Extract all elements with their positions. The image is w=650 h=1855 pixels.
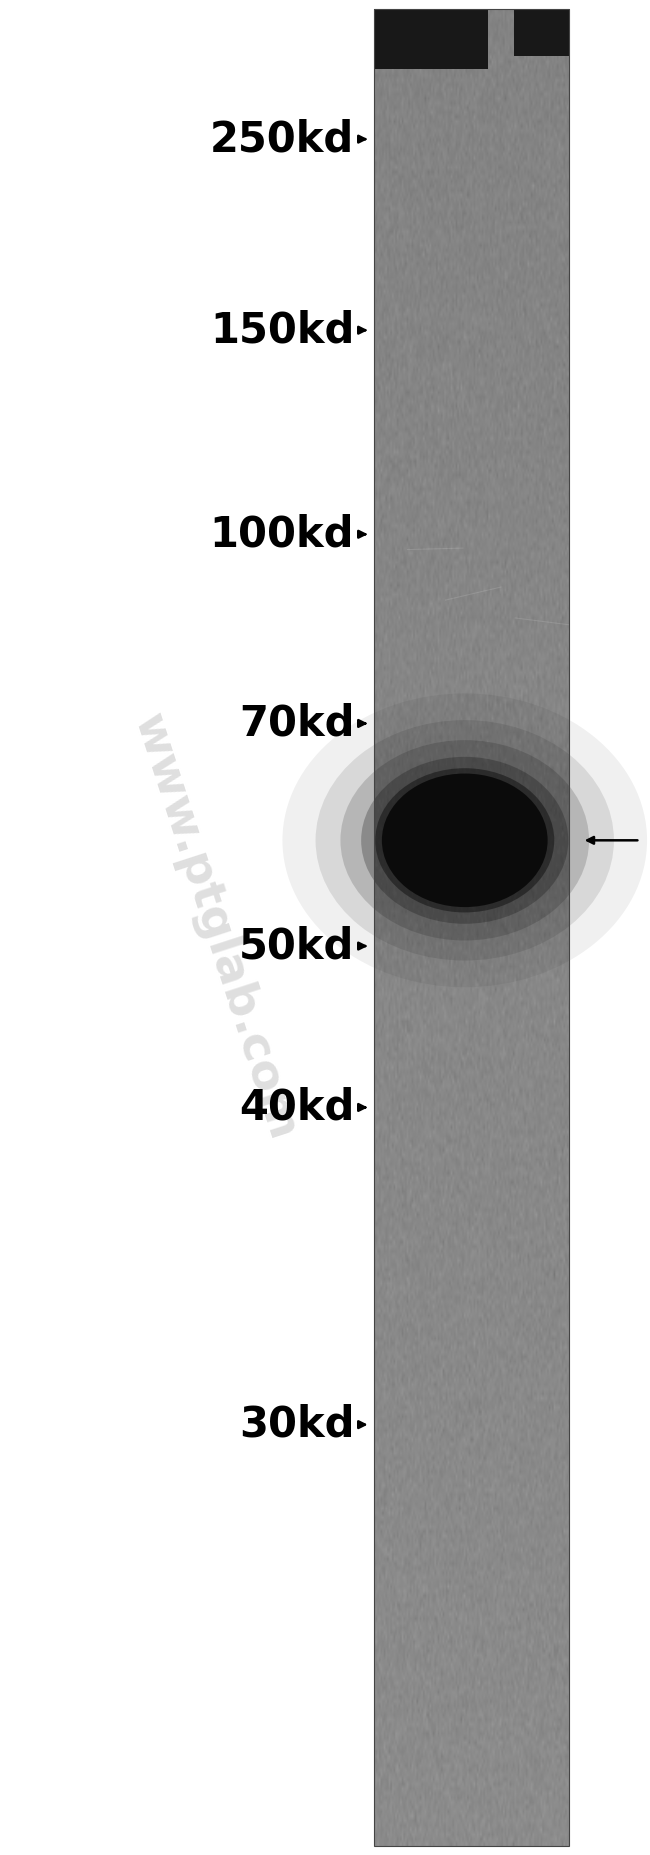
Text: www.ptglab.com: www.ptglab.com xyxy=(124,709,305,1146)
Text: 40kd: 40kd xyxy=(239,1087,354,1128)
Ellipse shape xyxy=(341,740,589,940)
Text: 50kd: 50kd xyxy=(239,926,354,966)
Bar xyxy=(374,9,569,1846)
Text: 250kd: 250kd xyxy=(210,119,354,160)
Text: 150kd: 150kd xyxy=(210,310,354,351)
Ellipse shape xyxy=(375,768,554,913)
Ellipse shape xyxy=(361,757,568,924)
Text: 100kd: 100kd xyxy=(210,514,354,555)
Bar xyxy=(374,9,488,69)
Bar xyxy=(514,9,569,56)
Ellipse shape xyxy=(382,774,547,907)
Text: 30kd: 30kd xyxy=(239,1404,354,1445)
Ellipse shape xyxy=(316,720,614,961)
Ellipse shape xyxy=(282,694,647,987)
Text: 70kd: 70kd xyxy=(239,703,354,744)
